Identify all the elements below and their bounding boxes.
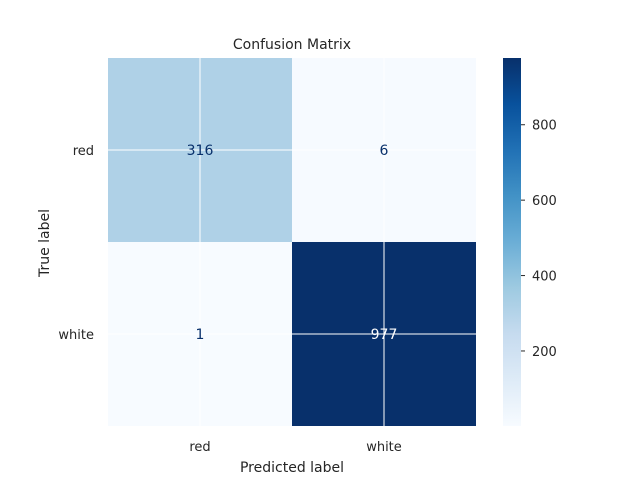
colorbar [503,58,521,426]
y-tick-label: red [73,144,94,159]
cell-value-label: 6 [380,143,389,159]
x-tick-label: white [366,440,402,455]
y-tick-label: white [58,328,94,343]
chart-title: Confusion Matrix [233,37,351,53]
cell-value-label: 1 [196,327,205,343]
x-axis-label: Predicted label [240,460,344,476]
cell-value-label: 977 [371,327,398,343]
y-axis-ticks: red white [58,144,94,343]
x-axis-ticks: red white [189,440,401,455]
colorbar-tick-label: 800 [532,119,557,134]
colorbar-tick-label: 600 [532,194,557,209]
cell-value-label: 316 [187,143,214,159]
gridlines [108,58,476,426]
colorbar-tick-label: 400 [532,270,557,285]
x-tick-label: red [189,440,210,455]
heatmap-cells [108,58,476,426]
colorbar-tick-label: 200 [532,345,557,360]
y-axis-label: True label [37,209,53,278]
colorbar-ticks: 200 400 600 800 [521,119,557,360]
cell-value-labels: 316 6 1 977 [187,143,398,343]
